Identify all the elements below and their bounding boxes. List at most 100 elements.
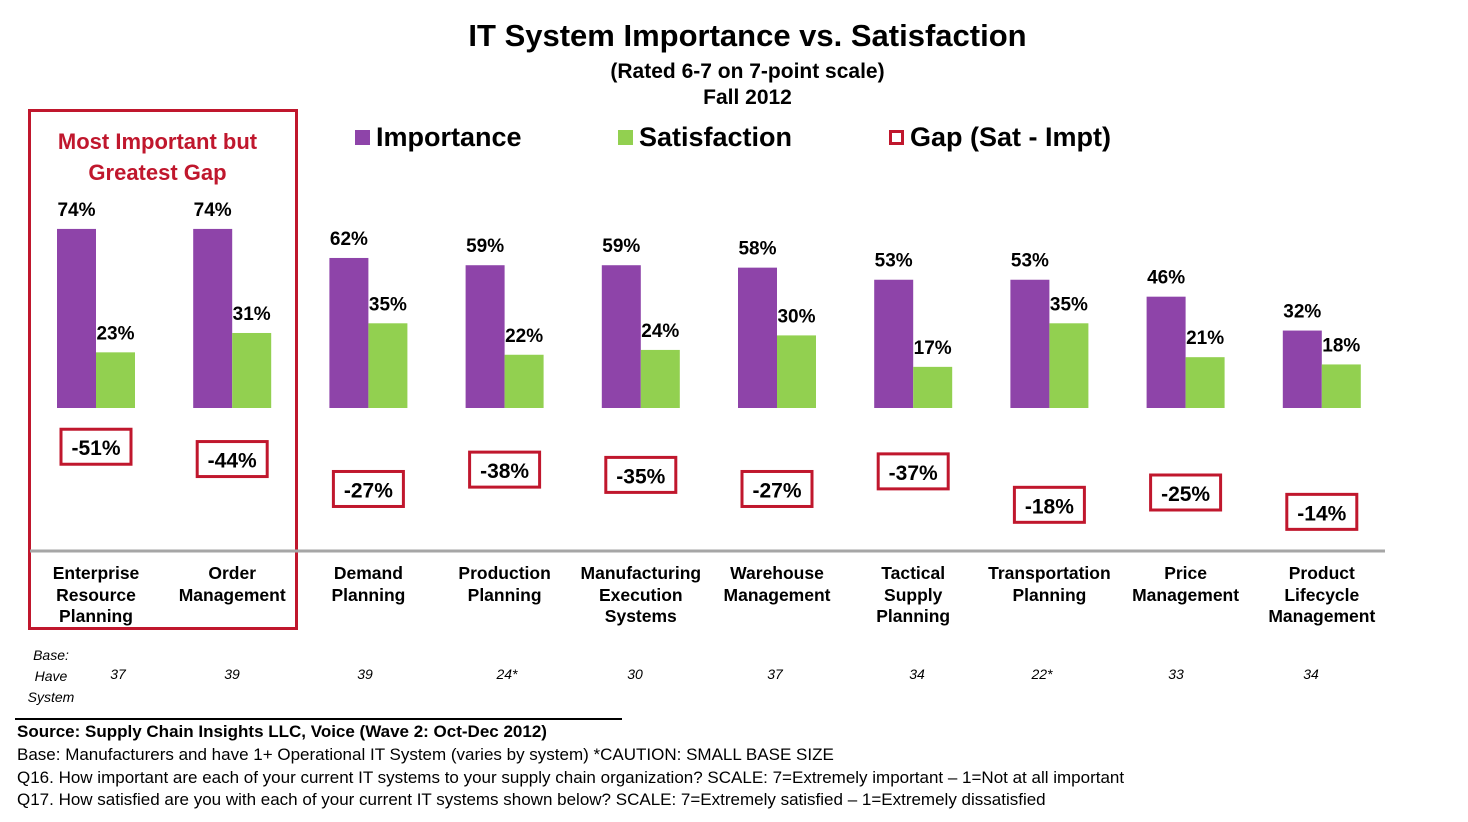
base-value-warehouse-management: 37 bbox=[767, 666, 783, 682]
base-label: Base: Have System bbox=[26, 645, 76, 708]
satisfaction-label-order-management: 31% bbox=[233, 304, 271, 325]
base-value-order-management: 39 bbox=[224, 666, 240, 682]
satisfaction-label-transportation-planning: 35% bbox=[1050, 294, 1088, 315]
category-label-line: Tactical bbox=[881, 563, 946, 583]
importance-bar-order-management bbox=[193, 228, 233, 408]
category-label-line: Planning bbox=[331, 584, 406, 605]
legend-label-gap: Gap (Sat - Impt) bbox=[910, 122, 1111, 152]
gap-box-transportation-planning bbox=[1012, 485, 1086, 524]
gap-box-demand-planning bbox=[331, 469, 405, 508]
legend-swatch-satisfaction bbox=[618, 130, 633, 145]
importance-label-demand-planning: 62% bbox=[330, 229, 368, 250]
legend-item-gap: Gap (Sat - Impt) bbox=[889, 122, 1111, 153]
gap-box-production-planning bbox=[468, 450, 542, 489]
highlight-annotation: Most Important but Greatest Gap bbox=[30, 126, 285, 188]
satisfaction-bar-order-management bbox=[232, 332, 272, 408]
base-label-line-3: System bbox=[27, 689, 75, 705]
category-label-line: Price bbox=[1164, 563, 1207, 583]
category-label-line: Resource bbox=[56, 584, 136, 605]
importance-bar-product-lifecycle-management bbox=[1282, 330, 1322, 408]
gap-label-demand-planning: -27% bbox=[344, 479, 393, 502]
category-label-enterprise-resource-planning: Enterprise Resource Planning bbox=[21, 563, 171, 628]
satisfaction-bar-product-lifecycle-management bbox=[1321, 364, 1361, 408]
satisfaction-bar-tactical-supply-planning bbox=[913, 366, 953, 408]
importance-label-enterprise-resource-planning: 74% bbox=[57, 200, 95, 221]
category-label-line: Planning bbox=[467, 584, 542, 605]
highlight-box bbox=[28, 109, 298, 630]
satisfaction-label-warehouse-management: 30% bbox=[777, 306, 815, 327]
gap-box-tactical-supply-planning bbox=[876, 452, 950, 491]
category-label-production-planning: Production Planning bbox=[430, 563, 580, 606]
satisfaction-label-tactical-supply-planning: 17% bbox=[914, 338, 952, 359]
source-note: Source: Supply Chain Insights LLC, Voice… bbox=[17, 722, 547, 741]
category-label-line: Management bbox=[1132, 584, 1240, 605]
gap-label-product-lifecycle-management: -14% bbox=[1297, 502, 1346, 525]
importance-bar-manufacturing-execution-systems bbox=[601, 265, 641, 408]
gap-box-warehouse-management bbox=[740, 469, 814, 508]
category-label-price-management: Price Management bbox=[1111, 563, 1261, 606]
chart-title: IT System Importance vs. Satisfaction bbox=[468, 18, 1027, 53]
base-label-line-1: Base: bbox=[33, 647, 69, 663]
base-value-demand-planning: 39 bbox=[357, 666, 373, 682]
category-label-line: Systems bbox=[604, 606, 677, 626]
base-note: Base: Manufacturers and have 1+ Operatio… bbox=[17, 745, 834, 764]
category-label-line: Manufacturing bbox=[580, 563, 702, 583]
category-label-line: Production bbox=[458, 563, 551, 583]
source-divider bbox=[15, 718, 622, 720]
satisfaction-label-enterprise-resource-planning: 23% bbox=[96, 323, 134, 344]
gap-label-warehouse-management: -27% bbox=[752, 479, 801, 502]
satisfaction-bar-warehouse-management bbox=[777, 335, 816, 408]
importance-bar-warehouse-management bbox=[738, 267, 777, 408]
base-value-manufacturing-execution-systems: 30 bbox=[627, 666, 643, 682]
satisfaction-label-price-management: 21% bbox=[1186, 328, 1224, 349]
satisfaction-label-product-lifecycle-management: 18% bbox=[1322, 335, 1360, 356]
category-label-line: Management bbox=[178, 584, 286, 605]
base-value-tactical-supply-planning: 34 bbox=[909, 666, 925, 682]
legend-label-importance: Importance bbox=[376, 122, 522, 152]
gap-box-price-management bbox=[1149, 473, 1223, 512]
legend-item-satisfaction: Satisfaction bbox=[618, 122, 792, 153]
base-value-enterprise-resource-planning: 37 bbox=[110, 666, 126, 682]
gap-label-enterprise-resource-planning: -51% bbox=[71, 437, 120, 460]
category-label-line: Planning bbox=[1012, 584, 1087, 605]
q17-note: Q17. How satisfied are you with each of … bbox=[17, 790, 1046, 809]
importance-bar-enterprise-resource-planning bbox=[57, 228, 96, 408]
base-value-product-lifecycle-management: 34 bbox=[1303, 666, 1319, 682]
importance-bar-production-planning bbox=[465, 265, 505, 408]
importance-bar-price-management bbox=[1146, 296, 1186, 408]
importance-bar-tactical-supply-planning bbox=[874, 279, 914, 408]
category-label-line: Order bbox=[208, 563, 257, 583]
satisfaction-bar-enterprise-resource-planning bbox=[96, 352, 135, 408]
gap-label-price-management: -25% bbox=[1161, 483, 1210, 506]
gap-box-order-management bbox=[195, 440, 269, 479]
satisfaction-label-manufacturing-execution-systems: 24% bbox=[641, 321, 679, 342]
importance-label-transportation-planning: 53% bbox=[1011, 251, 1049, 272]
importance-label-production-planning: 59% bbox=[466, 236, 504, 257]
category-label-order-management: Order Management bbox=[157, 563, 307, 606]
legend-label-satisfaction: Satisfaction bbox=[639, 122, 793, 152]
importance-label-warehouse-management: 58% bbox=[738, 239, 776, 260]
category-label-warehouse-management: Warehouse Management bbox=[702, 563, 852, 606]
importance-label-product-lifecycle-management: 32% bbox=[1283, 302, 1321, 323]
legend-swatch-importance bbox=[355, 130, 370, 145]
base-value-production-planning: 24* bbox=[496, 666, 518, 682]
category-label-manufacturing-execution-systems: Manufacturing Execution Systems bbox=[566, 563, 716, 628]
satisfaction-bar-demand-planning bbox=[368, 323, 408, 408]
satisfaction-label-production-planning: 22% bbox=[505, 326, 543, 347]
satisfaction-bar-manufacturing-execution-systems bbox=[640, 349, 680, 408]
q16-note: Q16. How important are each of your curr… bbox=[17, 768, 1125, 787]
base-value-transportation-planning: 22* bbox=[1031, 666, 1053, 682]
category-label-tactical-supply-planning: Tactical Supply Planning bbox=[838, 563, 988, 628]
satisfaction-label-demand-planning: 35% bbox=[369, 294, 407, 315]
importance-label-price-management: 46% bbox=[1147, 268, 1185, 289]
category-label-transportation-planning: Transportation Planning bbox=[974, 563, 1124, 606]
importance-bar-transportation-planning bbox=[1010, 279, 1050, 408]
satisfaction-bar-production-planning bbox=[504, 354, 544, 408]
gap-label-transportation-planning: -18% bbox=[1025, 495, 1074, 518]
category-label-line: Supply bbox=[884, 584, 943, 605]
category-label-line: Planning bbox=[59, 606, 133, 626]
gap-box-enterprise-resource-planning bbox=[59, 427, 133, 466]
category-label-line: Enterprise bbox=[52, 563, 140, 583]
category-label-line: Product bbox=[1288, 563, 1355, 583]
